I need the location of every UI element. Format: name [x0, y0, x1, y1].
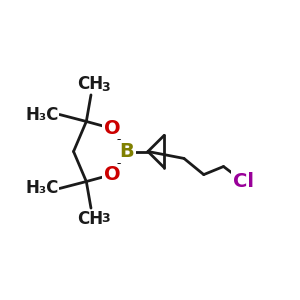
Text: B: B	[120, 142, 134, 161]
Text: 3: 3	[101, 81, 110, 94]
Text: Cl: Cl	[233, 172, 254, 191]
Text: H₃C: H₃C	[25, 179, 58, 197]
Text: H₃C: H₃C	[25, 106, 58, 124]
Text: O: O	[103, 165, 120, 184]
Text: CH: CH	[77, 75, 103, 93]
Text: O: O	[103, 119, 120, 138]
Text: CH: CH	[77, 210, 103, 228]
Text: 3: 3	[101, 212, 110, 225]
